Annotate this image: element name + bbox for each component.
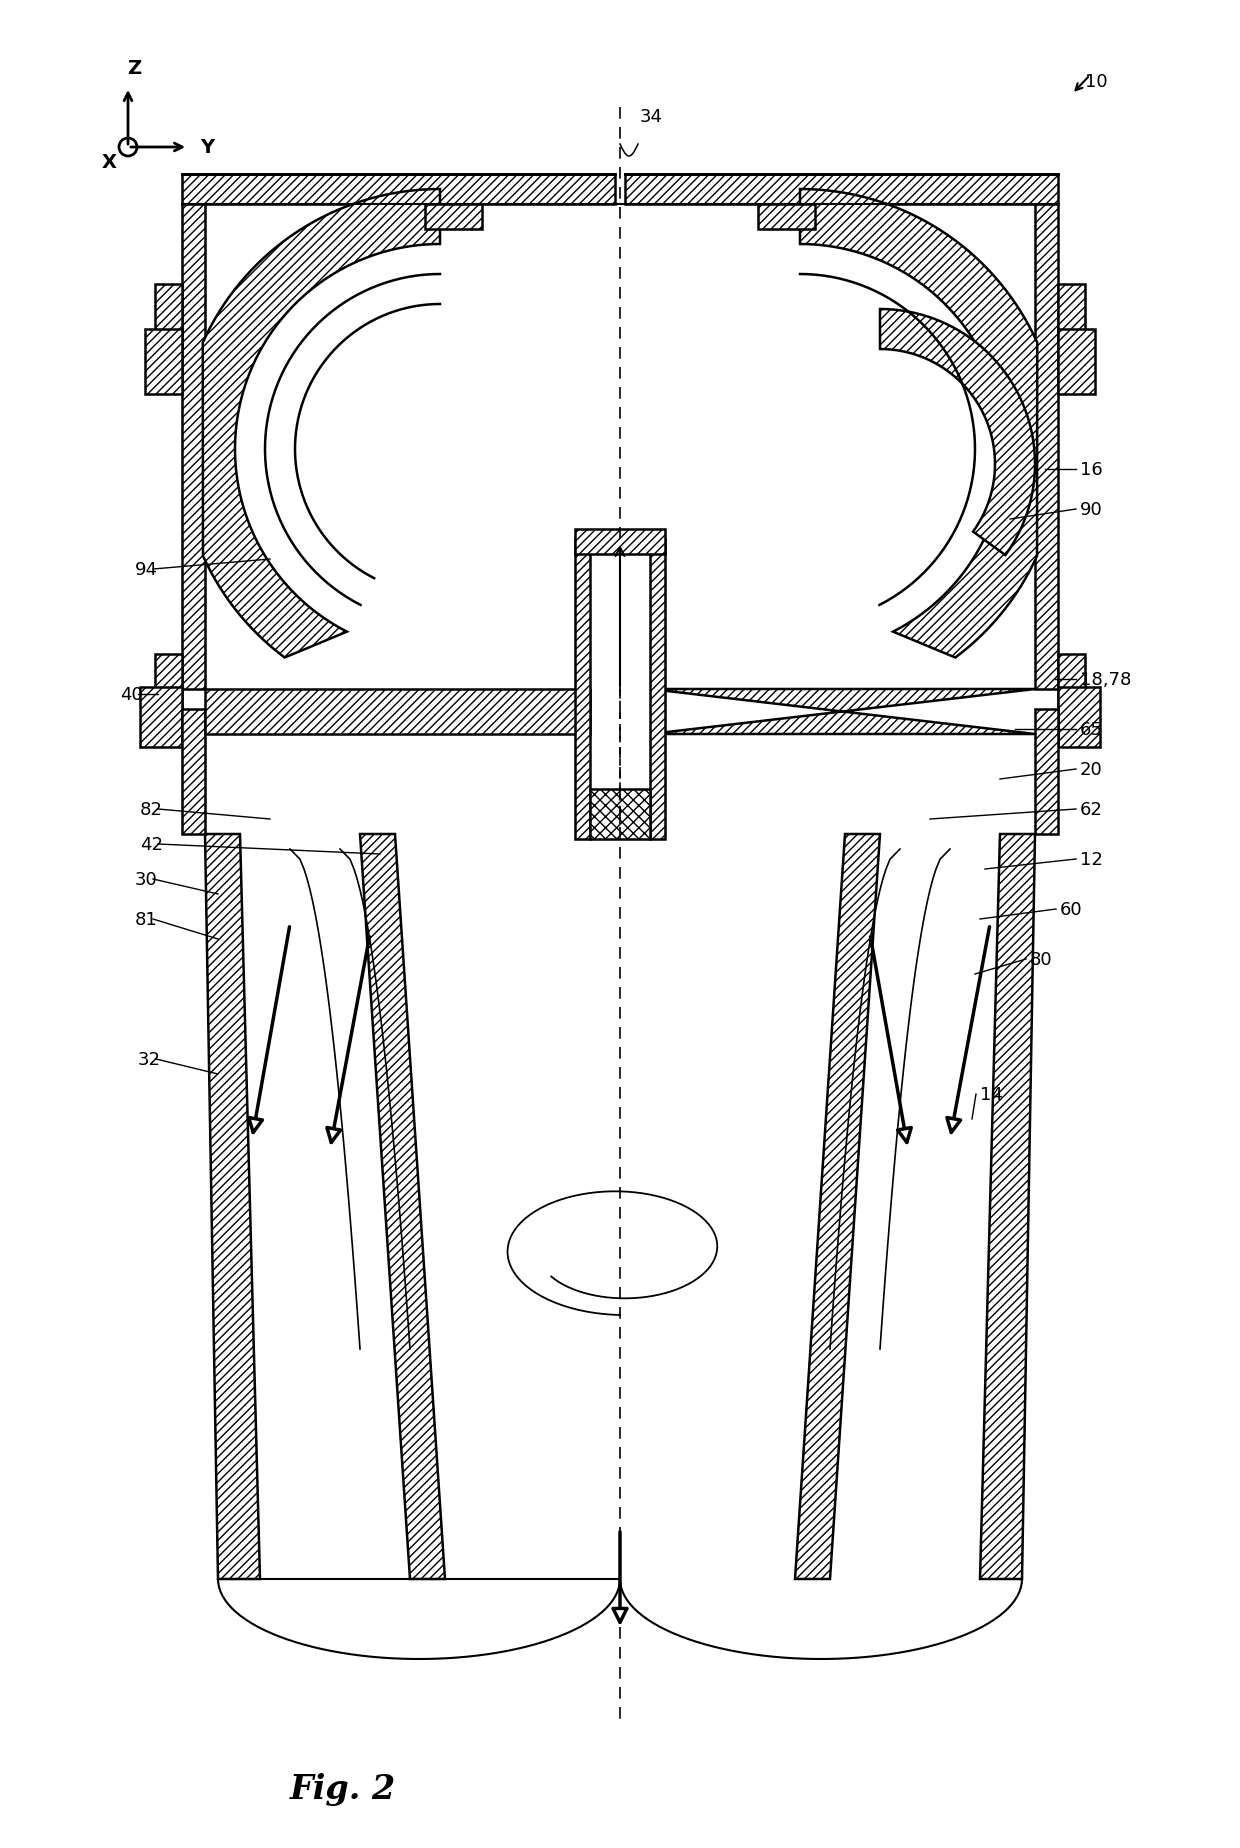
Text: 14: 14 (980, 1085, 1003, 1103)
Text: 80: 80 (1030, 950, 1053, 968)
Polygon shape (1035, 710, 1058, 835)
Polygon shape (758, 205, 815, 229)
Polygon shape (800, 190, 1037, 658)
Text: 90: 90 (1080, 501, 1102, 519)
Text: Fig. 2: Fig. 2 (290, 1772, 397, 1805)
Polygon shape (205, 835, 260, 1580)
Polygon shape (650, 689, 1035, 736)
Text: Z: Z (126, 59, 141, 78)
Polygon shape (203, 190, 440, 658)
Polygon shape (182, 710, 205, 835)
Polygon shape (575, 530, 665, 554)
Polygon shape (625, 176, 1058, 205)
Polygon shape (182, 176, 615, 205)
Polygon shape (145, 329, 182, 395)
Polygon shape (575, 540, 590, 839)
Text: 16: 16 (1080, 460, 1102, 479)
Polygon shape (1058, 687, 1100, 748)
Polygon shape (795, 835, 880, 1580)
Text: 94: 94 (135, 560, 157, 578)
Text: 32: 32 (138, 1050, 161, 1068)
Text: 30: 30 (135, 870, 157, 889)
Text: 42: 42 (140, 835, 162, 854)
Polygon shape (182, 205, 205, 689)
Text: Y: Y (200, 139, 215, 157)
Polygon shape (140, 687, 182, 748)
Polygon shape (650, 540, 665, 839)
Text: 34: 34 (640, 107, 663, 126)
Text: 60: 60 (1060, 900, 1083, 918)
Text: 10: 10 (1085, 72, 1107, 91)
Polygon shape (1035, 205, 1058, 689)
Polygon shape (1058, 329, 1095, 395)
Polygon shape (205, 689, 590, 736)
Text: 18,78: 18,78 (1080, 671, 1131, 689)
Polygon shape (360, 835, 445, 1580)
Polygon shape (590, 789, 650, 839)
Text: X: X (102, 153, 117, 172)
Polygon shape (155, 285, 182, 349)
Polygon shape (425, 205, 482, 229)
Polygon shape (980, 835, 1035, 1580)
Polygon shape (1058, 654, 1085, 710)
Polygon shape (1058, 285, 1085, 349)
Text: 65: 65 (1080, 721, 1102, 739)
Polygon shape (155, 654, 182, 710)
Text: 82: 82 (140, 800, 162, 819)
Text: 81: 81 (135, 911, 157, 928)
Text: 12: 12 (1080, 850, 1102, 869)
Text: 40: 40 (120, 686, 143, 704)
Text: 62: 62 (1080, 800, 1102, 819)
Text: 20: 20 (1080, 761, 1102, 778)
Polygon shape (880, 310, 1035, 556)
